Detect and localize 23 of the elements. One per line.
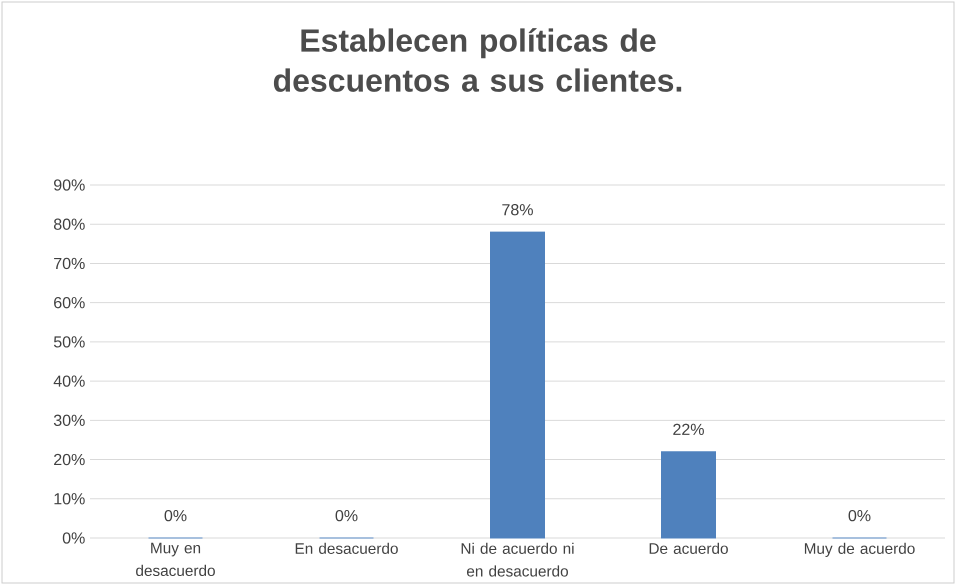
- bar: [661, 451, 716, 538]
- x-tick-label: De acuerdo: [650, 542, 728, 554]
- chart-title: Establecen políticas de descuentos a sus clientes.: [274, 28, 682, 92]
- y-tick-label: 30%: [54, 414, 85, 426]
- y-tick-label: 70%: [54, 258, 85, 270]
- data-label: 0%: [336, 510, 358, 522]
- data-label: 0%: [848, 510, 870, 522]
- y-tick-label: 10%: [54, 493, 85, 504]
- x-tick-label: Muy en desacuerdo: [136, 542, 215, 576]
- y-tick-label: 90%: [54, 179, 85, 191]
- x-tick-label: Ni de acuerdo ni en desacuerdo: [462, 542, 574, 577]
- x-tick-label: En desacuerdo: [296, 542, 398, 554]
- y-tick-label: 0%: [62, 532, 85, 544]
- data-label: 0%: [164, 510, 186, 522]
- data-label: 22%: [673, 424, 704, 435]
- y-tick-label: 80%: [54, 218, 85, 230]
- x-tick-label: Muy de acuerdo: [804, 542, 915, 557]
- y-tick-label: 20%: [54, 454, 85, 466]
- y-tick-label: 40%: [54, 375, 85, 387]
- y-tick-label: 50%: [54, 336, 85, 348]
- y-tick-label: 60%: [54, 297, 85, 308]
- bar: [490, 232, 545, 538]
- data-label: 78%: [502, 204, 533, 216]
